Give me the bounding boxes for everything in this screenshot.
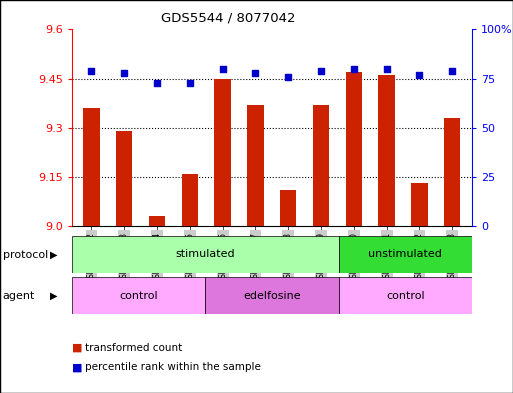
Point [383, 66, 391, 72]
Text: control: control [119, 291, 158, 301]
Bar [72, 236, 339, 273]
Bar [339, 277, 472, 314]
Bar [280, 190, 297, 226]
Bar [346, 72, 362, 226]
Text: edelfosine: edelfosine [243, 291, 301, 301]
Point [416, 72, 424, 78]
Text: ■: ■ [72, 343, 82, 353]
Point [219, 66, 227, 72]
Point [448, 68, 457, 74]
Point [186, 79, 194, 86]
Bar [379, 75, 395, 226]
Point [153, 79, 161, 86]
Point [251, 70, 260, 76]
Point [284, 73, 292, 80]
Text: stimulated: stimulated [175, 250, 235, 259]
Bar [247, 105, 264, 226]
Bar [411, 184, 428, 226]
Text: percentile rank within the sample: percentile rank within the sample [85, 362, 261, 373]
Text: ▶: ▶ [50, 250, 58, 260]
Bar [182, 174, 198, 226]
Text: control: control [386, 291, 425, 301]
Text: unstimulated: unstimulated [368, 250, 442, 259]
Bar [116, 131, 132, 226]
Bar [83, 108, 100, 226]
Text: protocol: protocol [3, 250, 48, 260]
Text: GDS5544 / 8077042: GDS5544 / 8077042 [161, 12, 295, 25]
Bar [72, 277, 205, 314]
Text: ■: ■ [72, 362, 82, 373]
Bar [313, 105, 329, 226]
Text: transformed count: transformed count [85, 343, 182, 353]
Bar [339, 236, 472, 273]
Text: ▶: ▶ [50, 291, 58, 301]
Point [350, 66, 358, 72]
Bar [444, 118, 461, 226]
Bar [149, 216, 165, 226]
Point [317, 68, 325, 74]
Point [120, 70, 128, 76]
Bar [214, 79, 231, 226]
Bar [205, 277, 339, 314]
Text: agent: agent [3, 291, 35, 301]
Point [87, 68, 95, 74]
